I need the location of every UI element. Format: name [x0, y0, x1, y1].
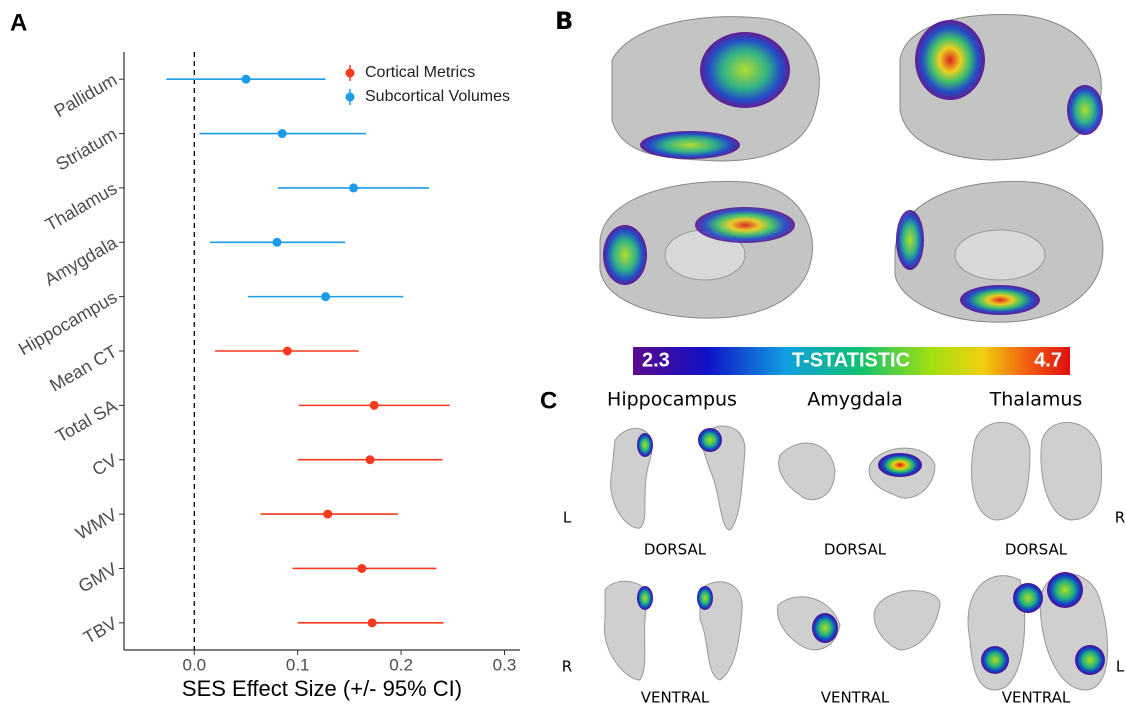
- x-tick-label: 0.3: [493, 655, 517, 674]
- view-label: VENTRAL: [1002, 689, 1071, 707]
- panel-label: B: [555, 7, 573, 35]
- side-label: R: [1115, 509, 1125, 527]
- point: [242, 75, 251, 84]
- brain-surfaces: [600, 15, 1103, 323]
- y-tick-label: GMV: [75, 559, 121, 597]
- structure-label: Hippocampus: [607, 389, 737, 411]
- page: B 2.3 T-STATISTIC 4.7 C Hippocampus Amyg…: [0, 0, 1126, 708]
- colorbar-min: 2.3: [642, 349, 670, 371]
- point: [321, 292, 330, 301]
- x-tick-label: 0.2: [389, 655, 413, 674]
- legend-swatch: [346, 69, 355, 78]
- y-tick-label: Pallidum: [51, 69, 121, 121]
- y-tick-label: Mean CT: [46, 341, 120, 395]
- view-label: VENTRAL: [821, 689, 890, 707]
- point: [323, 510, 332, 519]
- view-label: DORSAL: [644, 541, 707, 559]
- legend-label: Subcortical Volumes: [365, 88, 510, 105]
- side-label: R: [562, 658, 572, 676]
- legend-label: Cortical Metrics: [365, 64, 475, 81]
- figure: B 2.3 T-STATISTIC 4.7 C Hippocampus Amyg…: [0, 0, 1126, 708]
- x-tick-label: 0.1: [286, 655, 310, 674]
- panel-label: A: [10, 9, 27, 36]
- legend-swatch: [346, 93, 355, 102]
- forest-plot: A SES Effect Size (+/- 95% CI) 0.0 0.1 0.2…: [10, 9, 520, 700]
- y-tick-label: Amygdala: [41, 232, 121, 290]
- point: [283, 347, 292, 356]
- side-label: L: [1116, 658, 1125, 676]
- point: [278, 129, 287, 138]
- y-tick-label: Thalamus: [42, 178, 120, 235]
- colorbar-label: T-STATISTIC: [792, 349, 910, 371]
- view-label: DORSAL: [1005, 541, 1068, 559]
- structure-label: Amygdala: [807, 389, 902, 411]
- view-label: DORSAL: [824, 541, 887, 559]
- point: [273, 238, 282, 247]
- y-tick-label: Striatum: [52, 124, 120, 175]
- x-axis-label: SES Effect Size (+/- 95% CI): [182, 676, 462, 701]
- view-label: VENTRAL: [641, 689, 710, 707]
- point: [368, 618, 377, 627]
- point: [366, 455, 375, 464]
- structure-label: Thalamus: [989, 389, 1083, 411]
- panel-label: C: [540, 387, 557, 414]
- colorbar-max: 4.7: [1034, 349, 1062, 371]
- point: [349, 183, 358, 192]
- point: [370, 401, 379, 410]
- point: [357, 564, 366, 573]
- y-tick-label: WMV: [72, 504, 120, 543]
- x-tick-label: 0.0: [182, 655, 206, 674]
- y-tick-label: CV: [89, 450, 121, 480]
- y-tick-label: TBV: [80, 613, 120, 648]
- y-tick-label: Total SA: [52, 396, 120, 447]
- side-label: L: [563, 509, 572, 527]
